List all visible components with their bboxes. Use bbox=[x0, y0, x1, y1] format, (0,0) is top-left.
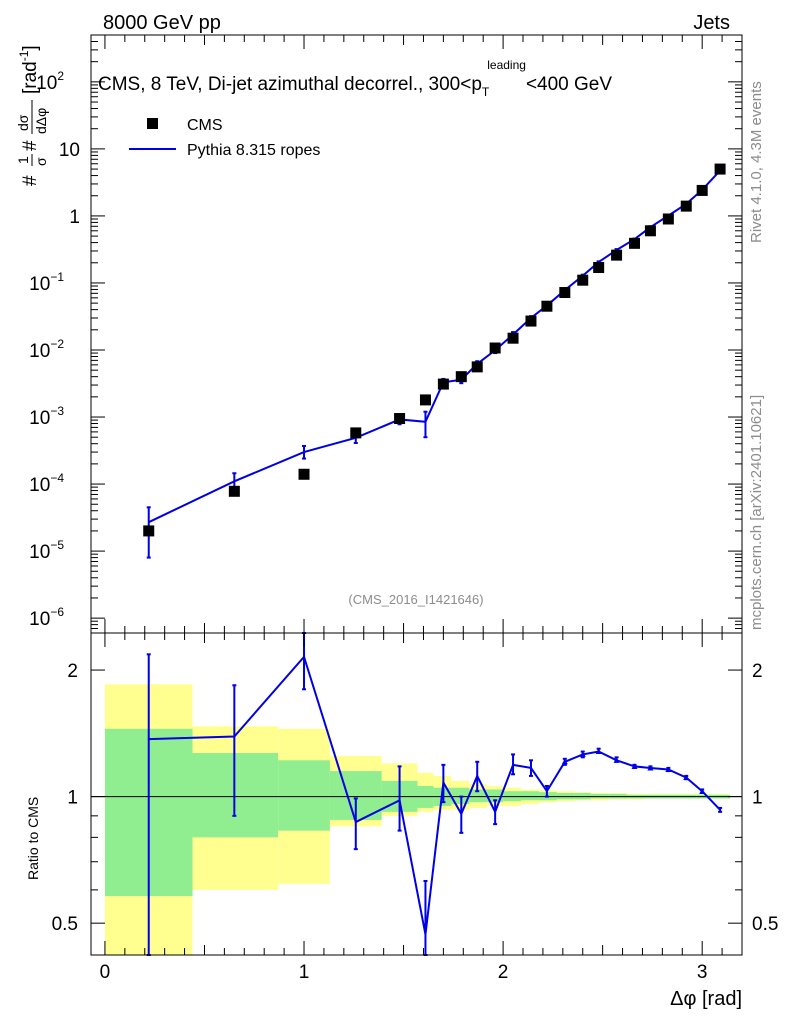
ratio-y-tick-label: 1 bbox=[67, 788, 78, 809]
main-y-tick-exp: −6 bbox=[50, 605, 64, 619]
analysis-watermark: (CMS_2016_I1421646) bbox=[348, 592, 483, 607]
chart-title-sup: leading bbox=[487, 58, 526, 72]
cms-data-point bbox=[559, 287, 571, 299]
main-y-tick-label: 102 bbox=[36, 69, 64, 94]
uncertainty-band-inner bbox=[469, 789, 488, 803]
cms-data-point bbox=[419, 394, 431, 406]
header-right: Jets bbox=[693, 12, 730, 34]
x-axis-label: Δφ [rad] bbox=[670, 988, 742, 1010]
ratio-marker bbox=[579, 751, 586, 757]
x-tick-label: 3 bbox=[697, 962, 708, 983]
ratio-marker bbox=[561, 758, 568, 765]
cms-data-point bbox=[714, 163, 726, 175]
cms-data-point bbox=[228, 485, 240, 497]
rivet-version-text: Rivet 4.1.0, 4.3M events bbox=[748, 81, 765, 243]
cms-data-point bbox=[471, 361, 483, 373]
cms-data-point bbox=[628, 237, 640, 249]
main-y-tick-exp: −4 bbox=[50, 471, 64, 485]
svg-text:#: # bbox=[20, 175, 41, 186]
ratio-y-tick-label: 2 bbox=[67, 661, 78, 682]
cms-data-point bbox=[680, 200, 692, 212]
main-y-tick-exp: −2 bbox=[50, 337, 64, 351]
x-tick-label: 2 bbox=[498, 962, 509, 983]
main-y-tick-label: 1 bbox=[69, 207, 80, 228]
x-tick-label: 1 bbox=[299, 962, 310, 983]
main-y-tick-exp: −1 bbox=[50, 270, 64, 284]
uncertainty-band-inner bbox=[521, 791, 539, 801]
cms-data-point bbox=[644, 225, 656, 237]
ratio-y-tick-label: 0.5 bbox=[52, 914, 78, 935]
main-y-tick-label: 10 bbox=[59, 140, 80, 161]
cms-data-point bbox=[696, 184, 708, 196]
cms-data-point bbox=[577, 274, 589, 286]
svg-text:[rad-1]: [rad-1] bbox=[17, 45, 41, 94]
ylabel-hash1: # bbox=[20, 175, 41, 186]
legend-label-cms: CMS bbox=[187, 117, 223, 134]
uncertainty-band-inner bbox=[278, 760, 330, 831]
cms-data-point bbox=[593, 262, 605, 274]
cms-data-point bbox=[662, 213, 674, 225]
ratio-y-axis-label: Ratio to CMS bbox=[25, 797, 41, 880]
cms-data-point bbox=[489, 342, 501, 354]
ratio-marker bbox=[647, 764, 654, 771]
mcplots-text: mcplots.cern.ch [arXiv:2401.10621] bbox=[748, 395, 765, 630]
ratio-panel: 0.5 0.5 1 1 2 2 0 1 2 3 Ratio to CMS Δφ [rad] bbox=[25, 632, 778, 1010]
main-y-tick-label: 10−5 bbox=[29, 538, 64, 563]
main-y-tick-label: 10−2 bbox=[29, 337, 64, 362]
header-left: 8000 GeV pp bbox=[103, 12, 221, 34]
legend-marker-cms bbox=[147, 118, 158, 129]
ylabel-unit-sup: -1 bbox=[17, 50, 31, 61]
cms-data-point bbox=[437, 378, 449, 390]
main-panel: 10−6 10−5 10−4 10−3 10−2 10−1 1 10 102 CMS, 8 Te… bbox=[15, 34, 743, 634]
ratio-marker bbox=[631, 763, 638, 769]
main-plot-area bbox=[143, 163, 726, 559]
ratio-y-tick-label-right: 2 bbox=[752, 661, 763, 682]
ylabel-one: 1 bbox=[15, 156, 31, 164]
main-y-tick-exp: −3 bbox=[50, 404, 64, 418]
chart-title: CMS, 8 TeV, Di-jet azimuthal decorrel., … bbox=[98, 58, 612, 99]
main-y-tick-label: 10−6 bbox=[29, 605, 64, 630]
cms-data-point bbox=[350, 427, 362, 439]
ylabel-hash2: # bbox=[20, 140, 41, 151]
ylabel-dphi: dΔφ bbox=[33, 108, 49, 134]
cms-data-point bbox=[298, 468, 310, 480]
chart-title-sub: T bbox=[482, 85, 490, 99]
main-y-tick-exp: 2 bbox=[57, 69, 64, 83]
cms-data-point bbox=[525, 315, 537, 327]
ratio-marker bbox=[613, 757, 620, 763]
mc-line bbox=[148, 169, 721, 524]
ratio-marker bbox=[683, 774, 690, 781]
cms-data-point bbox=[455, 371, 467, 383]
ratio-marker bbox=[595, 748, 602, 755]
main-axes: 10−6 10−5 10−4 10−3 10−2 10−1 1 10 102 bbox=[29, 34, 742, 634]
ratio-marker bbox=[699, 788, 706, 794]
main-y-tick-label: 10−1 bbox=[29, 270, 64, 295]
chart-title-prefix: CMS, 8 TeV, Di-jet azimuthal decorrel., … bbox=[98, 74, 482, 95]
x-tick-label: 0 bbox=[100, 962, 111, 983]
cms-data-point bbox=[611, 249, 623, 261]
chart-title-suffix: <400 GeV bbox=[526, 74, 612, 95]
ylabel-unit-end: ] bbox=[20, 45, 41, 50]
cms-data-point bbox=[394, 413, 406, 425]
legend-label-pythia: Pythia 8.315 ropes bbox=[187, 142, 320, 159]
ratio-plot-area bbox=[91, 632, 742, 956]
ylabel-sigma: σ bbox=[33, 157, 49, 166]
ratio-frame bbox=[90, 632, 743, 956]
ratio-y-tick-label-right: 1 bbox=[752, 788, 763, 809]
ylabel-dsigma: dσ bbox=[15, 114, 31, 131]
ratio-marker bbox=[665, 766, 672, 773]
main-y-tick-label: 10−3 bbox=[29, 404, 64, 429]
cms-data-point bbox=[541, 300, 553, 312]
ratio-axes: 0.5 0.5 1 1 2 2 0 1 2 3 bbox=[52, 633, 778, 983]
cms-data-point bbox=[143, 525, 155, 537]
main-y-tick-label: 10−4 bbox=[29, 471, 64, 496]
legend: CMS Pythia 8.315 ropes bbox=[129, 117, 320, 159]
main-y-tick-exp: −5 bbox=[50, 538, 64, 552]
ylabel-unit: [rad bbox=[20, 61, 41, 94]
cms-data-point bbox=[507, 332, 519, 344]
main-y-axis-label: # 1 σ # dσ dΔφ [rad-1] bbox=[15, 45, 49, 186]
ratio-y-tick-label-right: 0.5 bbox=[752, 914, 778, 935]
